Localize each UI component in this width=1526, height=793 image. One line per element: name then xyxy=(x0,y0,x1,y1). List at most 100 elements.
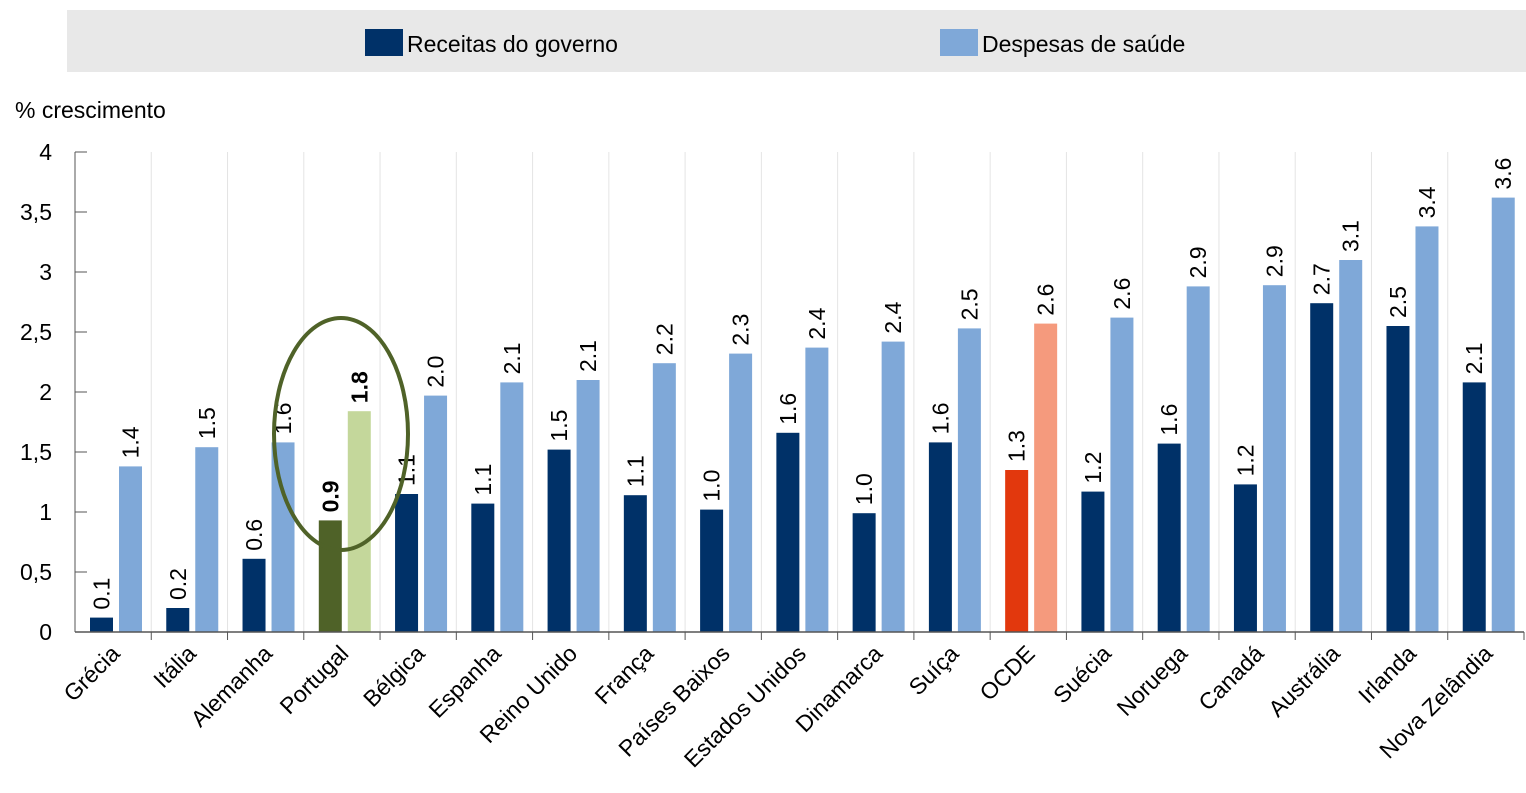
y-tick-label: 0 xyxy=(39,619,52,645)
bar xyxy=(119,466,142,632)
bar xyxy=(500,382,524,632)
bar xyxy=(881,341,905,632)
legend-swatch xyxy=(940,29,978,56)
value-label: 2.0 xyxy=(423,356,449,388)
value-label: 1.4 xyxy=(118,426,144,458)
value-label: 1.6 xyxy=(775,393,801,425)
bar xyxy=(1034,323,1058,632)
y-axis-label: % crescimento xyxy=(15,97,166,123)
highlight-ellipse xyxy=(272,316,410,552)
value-label: 2.3 xyxy=(728,314,754,346)
plot: Receitas do governo Despesas de saúde 0 0,5… xyxy=(20,29,1525,772)
value-label: 1.0 xyxy=(699,470,725,502)
value-label: 2.7 xyxy=(1309,263,1335,295)
value-label: 1.6 xyxy=(1156,404,1182,436)
bar xyxy=(271,442,295,632)
bar xyxy=(928,442,952,632)
y-tick-label: 2,5 xyxy=(20,319,52,345)
x-tick-label: França xyxy=(590,640,659,709)
x-tick-label: Bélgica xyxy=(358,640,430,712)
bar xyxy=(1157,443,1181,632)
x-tick-label: OCDE xyxy=(974,640,1039,705)
value-label: 1.3 xyxy=(1004,430,1030,462)
bar xyxy=(1415,226,1439,632)
bar xyxy=(1386,326,1410,632)
bar xyxy=(852,513,876,632)
x-tick-label: Suíça xyxy=(904,640,964,700)
bar xyxy=(1186,286,1210,632)
bar xyxy=(195,447,219,632)
value-label: 1.8 xyxy=(346,371,372,403)
value-label: 2.6 xyxy=(1109,278,1135,310)
value-label: 2.9 xyxy=(1261,245,1287,277)
value-label: 1.1 xyxy=(622,455,648,487)
value-label: 2.2 xyxy=(651,323,677,355)
bar xyxy=(1110,317,1134,632)
bar xyxy=(623,495,647,632)
legend-label: Despesas de saúde xyxy=(982,31,1185,57)
bar xyxy=(90,617,113,632)
value-label: 1.5 xyxy=(546,410,572,442)
y-tick-label: 2 xyxy=(39,379,52,405)
legend-box xyxy=(67,10,1526,72)
x-tick-label: Itália xyxy=(148,640,201,693)
bar xyxy=(1005,470,1029,632)
bar xyxy=(1310,303,1334,632)
value-label: 2.5 xyxy=(956,288,982,320)
x-tick-label: Alemanha xyxy=(186,640,278,732)
value-label: 0.1 xyxy=(89,578,115,610)
x-tick-label: Grécia xyxy=(58,640,124,706)
value-label: 3.6 xyxy=(1490,158,1516,190)
value-label: 1.5 xyxy=(194,407,220,439)
bar xyxy=(700,509,724,632)
bar xyxy=(1262,285,1286,632)
value-label: 2.4 xyxy=(804,307,830,339)
bar xyxy=(166,608,190,632)
value-label: 2.9 xyxy=(1185,246,1211,278)
legend-label: Receitas do governo xyxy=(407,31,618,57)
bar xyxy=(652,363,676,632)
y-tick-label: 1,5 xyxy=(20,439,52,465)
bar xyxy=(729,353,753,632)
y-tick-label: 3,5 xyxy=(20,199,52,225)
bar xyxy=(318,520,342,632)
y-tick-label: 3 xyxy=(39,259,52,285)
bar xyxy=(576,380,600,632)
value-label: 2.1 xyxy=(1461,342,1487,374)
value-label: 2.4 xyxy=(880,301,906,333)
x-tick-label: Suécia xyxy=(1048,640,1116,708)
value-label: 1.1 xyxy=(470,464,496,496)
value-label: 2.1 xyxy=(575,340,601,372)
bar xyxy=(1339,260,1363,632)
legend-swatch xyxy=(365,29,403,56)
x-tick-label: Noruega xyxy=(1112,640,1193,721)
x-tick-label: Portugal xyxy=(274,640,353,719)
value-label: 1.2 xyxy=(1232,444,1258,476)
y-tick-label: 1 xyxy=(39,499,52,525)
value-label: 0.9 xyxy=(317,480,343,512)
bar xyxy=(471,503,495,632)
value-label: 1.0 xyxy=(851,473,877,505)
y-tick-label: 0,5 xyxy=(20,559,52,585)
value-label: 2.1 xyxy=(499,342,525,374)
bar xyxy=(547,449,571,632)
value-label: 0.6 xyxy=(241,519,267,551)
value-label: 2.6 xyxy=(1033,284,1059,316)
y-tick-label: 4 xyxy=(39,139,52,165)
value-label: 0.2 xyxy=(165,568,191,600)
bar xyxy=(395,494,419,632)
bar xyxy=(347,411,371,632)
x-tick-label: Irlanda xyxy=(1353,640,1421,708)
bar xyxy=(424,395,448,632)
bar xyxy=(1462,382,1486,632)
bar xyxy=(1081,491,1105,632)
x-tick-label: Austrália xyxy=(1263,640,1345,722)
value-label: 1.2 xyxy=(1080,452,1106,484)
bar xyxy=(1233,484,1257,632)
value-label: 2.5 xyxy=(1385,286,1411,318)
bar xyxy=(776,432,800,632)
bar xyxy=(1491,197,1515,632)
value-label: 1.6 xyxy=(927,402,953,434)
value-label: 3.4 xyxy=(1414,186,1440,218)
